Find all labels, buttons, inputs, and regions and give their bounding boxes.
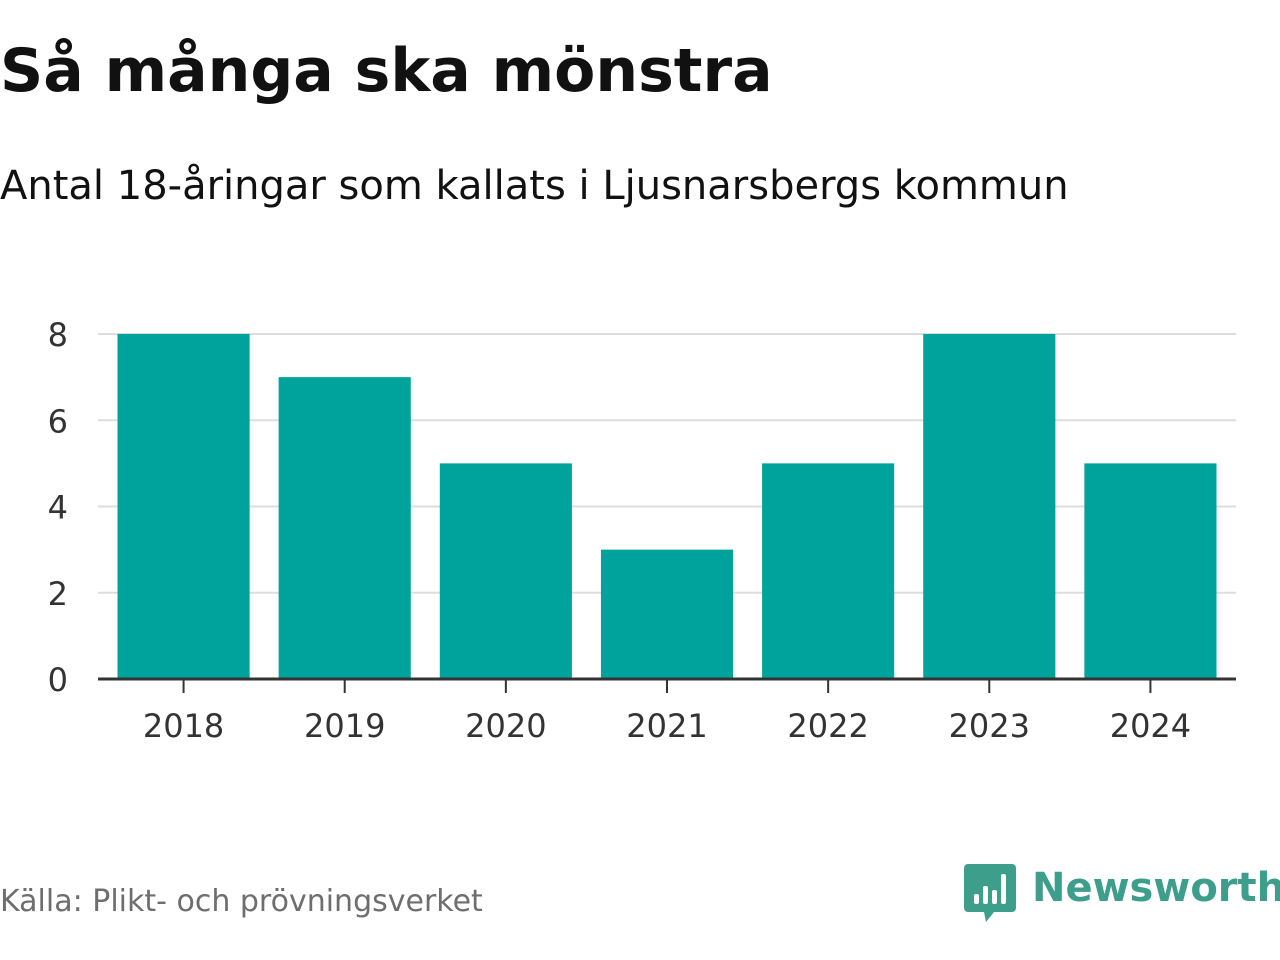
logo-chart-icon: [964, 864, 1016, 922]
chart-subtitle: Antal 18-åringar som kallats i Ljusnarsb…: [0, 163, 1069, 209]
bar-2018: [117, 334, 250, 679]
x-tick-label: 2019: [304, 707, 385, 745]
chart-title: Så många ska mönstra: [0, 36, 773, 106]
x-tick-label: 2024: [1110, 707, 1191, 745]
x-tick-label: 2020: [465, 707, 546, 745]
y-tick-label: 4: [48, 489, 68, 527]
x-tick-label: 2021: [626, 707, 707, 745]
bar-2024: [1084, 463, 1217, 679]
y-tick-label: 6: [48, 402, 68, 440]
bar-2019: [278, 377, 411, 679]
bar-2022: [762, 463, 895, 679]
y-tick-label: 8: [48, 316, 68, 354]
logo-text: Newsworthy: [1032, 865, 1280, 911]
x-tick-label: 2023: [949, 707, 1030, 745]
source-note: Källa: Plikt- och prövningsverket: [0, 884, 483, 919]
y-tick-label: 0: [48, 661, 68, 699]
x-tick-label: 2018: [143, 707, 224, 745]
newsworthy-logo: Newsworthy: [964, 864, 1280, 926]
bar-2023: [923, 334, 1056, 679]
bar-2020: [439, 463, 572, 679]
bar-2021: [600, 549, 734, 679]
y-tick-label: 2: [48, 575, 68, 613]
x-tick-label: 2022: [787, 707, 868, 745]
